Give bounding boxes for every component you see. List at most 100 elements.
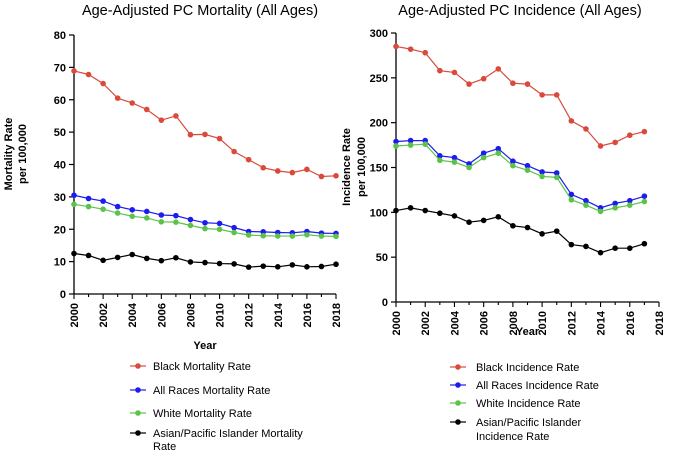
x-tick-label: 2008 xyxy=(185,303,197,327)
x-tick-label: 2012 xyxy=(566,311,578,335)
legend-label-line: Asian/Pacific Islander xyxy=(476,417,581,429)
x-tick-label: 2010 xyxy=(537,311,549,335)
y-tick-label: 10 xyxy=(54,257,66,269)
data-point xyxy=(597,208,604,215)
legend-label-line: Rate xyxy=(153,441,176,453)
data-point xyxy=(539,231,545,237)
data-point xyxy=(539,173,545,180)
data-point xyxy=(437,67,443,74)
data-point xyxy=(626,132,633,139)
legend-marker xyxy=(455,400,461,406)
chart-title: Age-Adjusted PC Incidence (All Ages) xyxy=(398,3,641,19)
data-point xyxy=(568,196,575,203)
x-tick-label: 2004 xyxy=(127,302,139,327)
data-point xyxy=(451,154,458,161)
legend-label-line: White Incidence Rate xyxy=(476,398,581,410)
data-point xyxy=(274,264,281,270)
data-point xyxy=(568,191,575,198)
data-point xyxy=(245,264,252,270)
legend-label-line: Black Incidence Rate xyxy=(476,362,579,374)
data-point xyxy=(583,126,589,132)
data-point xyxy=(510,222,516,229)
incidence-chart: Age-Adjusted PC Incidence (All Ages) 0 50 1… xyxy=(341,3,666,443)
data-point xyxy=(158,117,165,123)
data-point xyxy=(495,150,502,156)
data-point xyxy=(510,80,516,87)
y-axis-label-line: Incidence Rate xyxy=(341,128,353,206)
x-tick-label: 2000 xyxy=(391,311,403,335)
data-point xyxy=(422,207,429,214)
data-point xyxy=(289,233,296,239)
data-point xyxy=(583,197,589,204)
data-point xyxy=(495,214,502,220)
data-point xyxy=(641,193,648,199)
data-point xyxy=(539,92,545,98)
data-point xyxy=(231,229,237,236)
data-point xyxy=(187,222,194,229)
data-point xyxy=(407,137,414,144)
y-axis-label: Incidence Rate per 100,000 xyxy=(341,128,368,206)
data-point xyxy=(129,251,136,258)
data-point xyxy=(524,224,531,231)
data-point xyxy=(245,156,252,163)
data-point xyxy=(114,203,121,210)
data-point xyxy=(173,219,179,225)
data-point xyxy=(260,229,267,235)
data-point xyxy=(274,233,281,239)
y-tick-label: 70 xyxy=(54,62,66,74)
series-line xyxy=(395,143,645,213)
y-tick-label: 50 xyxy=(376,252,388,264)
data-point xyxy=(289,169,296,176)
data-point xyxy=(100,206,106,212)
data-point xyxy=(129,100,136,106)
y-tick-label: 150 xyxy=(370,163,388,175)
x-tick-label: 2010 xyxy=(215,303,227,327)
x-axis-label: Year xyxy=(516,326,540,338)
data-point xyxy=(231,261,237,267)
data-point xyxy=(539,169,545,175)
data-point xyxy=(173,212,179,219)
data-point xyxy=(451,69,458,76)
data-point xyxy=(510,162,516,169)
x-tick-label: 2014 xyxy=(596,310,608,335)
data-point xyxy=(466,81,472,87)
data-point xyxy=(597,143,604,149)
legend-label: All Races Mortality Rate xyxy=(153,385,270,397)
legend-label: All Races Incidence Rate xyxy=(476,380,599,392)
data-point xyxy=(437,153,443,159)
data-point xyxy=(202,131,208,138)
series-line xyxy=(395,140,645,209)
data-point xyxy=(85,195,92,202)
data-point xyxy=(495,145,502,152)
data-point xyxy=(641,240,648,247)
y-tick-label: 300 xyxy=(370,28,388,40)
data-point xyxy=(318,263,325,270)
y-axis-label-line: Mortality Rate xyxy=(3,118,15,191)
x-tick-label: 2002 xyxy=(420,311,432,335)
data-point xyxy=(216,220,223,227)
data-point xyxy=(495,66,502,72)
data-point xyxy=(333,261,339,268)
y-tick-label: 100 xyxy=(370,207,388,219)
data-point xyxy=(407,205,414,211)
x-tick-label: 2000 xyxy=(69,303,81,327)
y-tick-label: 200 xyxy=(370,118,388,130)
data-point xyxy=(553,170,560,176)
data-point xyxy=(480,75,487,82)
y-tick-label: 60 xyxy=(54,95,66,107)
data-point xyxy=(202,259,208,266)
legend-label: Black Mortality Rate xyxy=(153,361,251,373)
data-point xyxy=(202,225,208,232)
data-point xyxy=(71,192,77,199)
data-point xyxy=(304,166,310,173)
data-point xyxy=(85,203,92,210)
data-point xyxy=(231,148,237,155)
x-tick-label: 2012 xyxy=(244,303,256,327)
data-point xyxy=(85,71,92,78)
legend-label: Asian/Pacific Islander Incidence Rate xyxy=(476,417,581,443)
chart-title: Age-Adjusted PC Mortality (All Ages) xyxy=(82,3,318,19)
data-point xyxy=(393,138,399,145)
legend-label-line: Black Mortality Rate xyxy=(153,361,251,373)
data-point xyxy=(612,205,618,211)
